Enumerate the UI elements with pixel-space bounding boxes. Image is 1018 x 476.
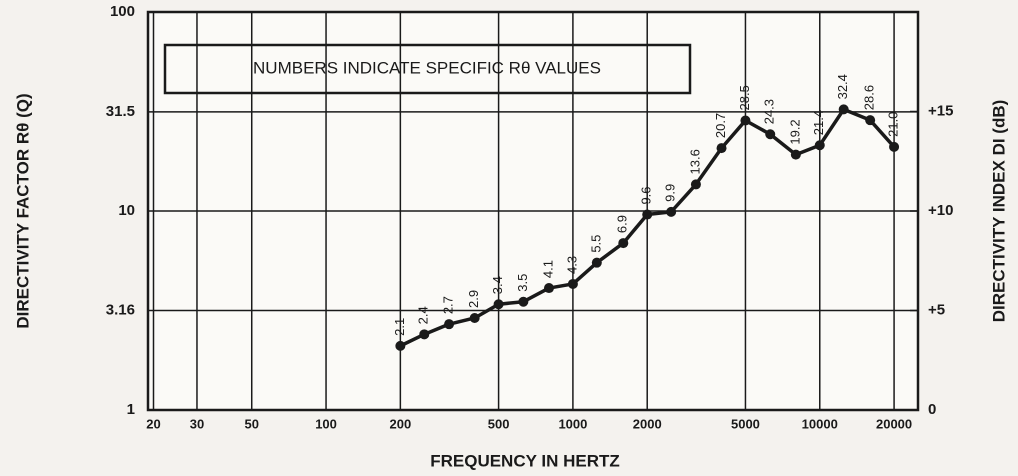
point (765, 129, 776, 140)
value-label: 2.9 (466, 290, 481, 308)
point (865, 115, 876, 126)
point (618, 238, 629, 249)
x-tick-label: 20000 (876, 416, 912, 431)
point (419, 329, 430, 340)
point (493, 299, 504, 310)
x-axis-label: FREQUENCY IN HERTZ (430, 451, 620, 470)
value-label: 3.4 (490, 276, 505, 294)
value-label: 6.9 (615, 215, 630, 233)
point (567, 278, 578, 289)
point (666, 206, 677, 217)
point (395, 340, 406, 351)
value-label: 28.5 (737, 85, 752, 110)
x-tick-label: 100 (315, 416, 337, 431)
y-axis-label: DIRECTIVITY FACTOR Rθ (Q) (13, 93, 32, 328)
value-label: 4.3 (564, 256, 579, 274)
value-label: 5.5 (588, 235, 603, 253)
value-label: 3.5 (515, 274, 530, 292)
point (889, 141, 900, 152)
y2-axis-label: DIRECTIVITY INDEX DI (dB) (989, 100, 1008, 323)
value-label: 21.0 (886, 112, 901, 137)
value-label: 13.6 (687, 149, 702, 174)
x-tick-label: 20 (146, 416, 160, 431)
annotation-box (163, 43, 692, 95)
point (838, 104, 849, 115)
y-tick-label: 1 (127, 401, 135, 418)
point (444, 319, 455, 330)
value-label: 32.4 (835, 74, 850, 99)
x-tick-label: 10000 (802, 416, 838, 431)
point (591, 257, 602, 268)
y-tick-label: 10 (118, 202, 135, 219)
value-label: 9.9 (663, 184, 678, 202)
value-label: 9.6 (639, 186, 654, 204)
point (543, 283, 554, 294)
annotation: NUMBERS INDICATE SPECIFIC Rθ VALUES (253, 58, 601, 77)
y-tick-label: 100 (110, 3, 135, 20)
value-label: 2.7 (440, 296, 455, 314)
point (790, 149, 801, 160)
y2-tick-label: 0 (928, 401, 936, 418)
x-tick-label: 200 (390, 416, 412, 431)
point (642, 209, 653, 220)
point (716, 143, 727, 154)
value-label: 28.6 (862, 85, 877, 110)
value-label: 2.4 (416, 306, 431, 324)
point (740, 115, 751, 126)
point (518, 296, 529, 307)
point (814, 140, 825, 151)
value-label: 19.2 (787, 119, 802, 144)
x-tick-label: 50 (244, 416, 258, 431)
value-label: 2.1 (392, 318, 407, 336)
x-tick-label: 5000 (731, 416, 760, 431)
y-tick-label: 31.5 (106, 103, 135, 120)
value-label: 4.1 (540, 260, 555, 278)
x-tick-label: 30 (190, 416, 204, 431)
x-tick-label: 1000 (558, 416, 587, 431)
y-tick-label: 3.16 (106, 302, 135, 319)
y2-tick-label: +5 (928, 301, 945, 318)
value-label: 21.4 (811, 110, 826, 135)
y2-tick-label: +10 (928, 202, 953, 219)
value-label: 24.3 (762, 99, 777, 124)
value-label: 20.7 (713, 113, 728, 138)
x-tick-label: 500 (488, 416, 510, 431)
point (690, 179, 701, 190)
y2-tick-label: +15 (928, 102, 953, 119)
point (469, 312, 480, 323)
x-tick-label: 2000 (633, 416, 662, 431)
